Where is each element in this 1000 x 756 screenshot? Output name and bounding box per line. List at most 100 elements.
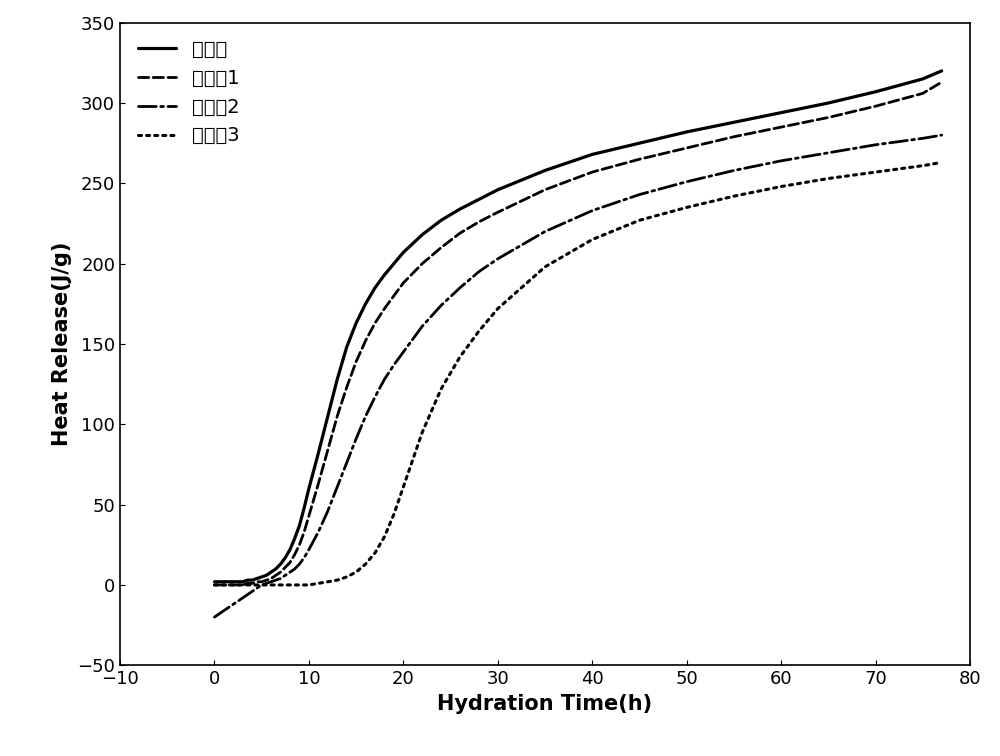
纯水泥 bbox=[270, 564, 282, 574]
对比例2 bbox=[586, 206, 598, 215]
纯水泥 bbox=[265, 568, 277, 577]
实施例1 bbox=[218, 581, 230, 590]
对比例2 bbox=[312, 528, 324, 537]
实施例1 bbox=[208, 581, 220, 590]
对比例2 bbox=[275, 574, 287, 583]
实施例1 bbox=[360, 336, 372, 345]
实施例1 bbox=[473, 218, 485, 227]
对比例3 bbox=[312, 579, 324, 588]
对比例2 bbox=[208, 612, 220, 621]
对比例2 bbox=[397, 348, 409, 357]
对比例2 bbox=[492, 254, 504, 263]
对比例3 bbox=[416, 428, 428, 437]
实施例1 bbox=[388, 291, 400, 300]
实施例1 bbox=[331, 412, 343, 421]
对比例2 bbox=[284, 568, 296, 577]
对比例2 bbox=[303, 545, 315, 554]
对比例2 bbox=[218, 606, 230, 615]
对比例2 bbox=[936, 131, 948, 140]
对比例2 bbox=[388, 361, 400, 370]
纯水泥 bbox=[275, 559, 287, 569]
对比例2 bbox=[260, 579, 272, 588]
纯水泥 bbox=[284, 545, 296, 554]
对比例3 bbox=[633, 215, 645, 225]
对比例3 bbox=[435, 385, 447, 394]
对比例3 bbox=[331, 575, 343, 584]
对比例2 bbox=[256, 581, 268, 590]
实施例1 bbox=[539, 185, 551, 194]
纯水泥 bbox=[388, 259, 400, 268]
对比例3 bbox=[341, 572, 353, 581]
实施例1 bbox=[232, 581, 244, 590]
纯水泥 bbox=[312, 449, 324, 458]
对比例3 bbox=[473, 327, 485, 336]
实施例1 bbox=[242, 579, 254, 588]
对比例2 bbox=[378, 375, 390, 384]
对比例3 bbox=[284, 581, 296, 590]
实施例1 bbox=[350, 357, 362, 366]
实施例1 bbox=[237, 581, 249, 590]
对比例3 bbox=[293, 581, 305, 590]
纯水泥 bbox=[917, 74, 929, 83]
纯水泥 bbox=[242, 575, 254, 584]
实施例1 bbox=[251, 578, 263, 587]
纯水泥 bbox=[208, 578, 220, 587]
纯水泥 bbox=[350, 318, 362, 327]
纯水泥 bbox=[223, 578, 235, 587]
对比例3 bbox=[322, 578, 334, 587]
对比例2 bbox=[360, 412, 372, 421]
对比例3 bbox=[586, 235, 598, 244]
对比例3 bbox=[256, 581, 268, 590]
对比例2 bbox=[293, 559, 305, 569]
实施例1 bbox=[227, 581, 239, 590]
实施例1 bbox=[279, 562, 291, 572]
实施例1 bbox=[586, 168, 598, 177]
纯水泥 bbox=[303, 484, 315, 493]
纯水泥 bbox=[251, 574, 263, 583]
纯水泥 bbox=[256, 572, 268, 581]
实施例1 bbox=[681, 144, 693, 153]
对比例3 bbox=[369, 548, 381, 557]
纯水泥 bbox=[289, 534, 301, 543]
实施例1 bbox=[213, 581, 225, 590]
对比例2 bbox=[242, 590, 254, 599]
对比例2 bbox=[251, 584, 263, 593]
实施例1 bbox=[870, 102, 882, 111]
纯水泥 bbox=[218, 578, 230, 587]
纯水泥 bbox=[822, 98, 834, 107]
实施例1 bbox=[435, 243, 447, 253]
实施例1 bbox=[728, 132, 740, 141]
对比例3 bbox=[275, 581, 287, 590]
X-axis label: Hydration Time(h): Hydration Time(h) bbox=[437, 694, 653, 714]
对比例2 bbox=[289, 564, 301, 574]
实施例1 bbox=[265, 574, 277, 583]
纯水泥 bbox=[322, 412, 334, 421]
对比例3 bbox=[350, 568, 362, 577]
实施例1 bbox=[822, 113, 834, 122]
实施例1 bbox=[775, 122, 787, 132]
纯水泥 bbox=[260, 571, 272, 580]
Legend: 纯水泥, 实施例1, 对比例2, 对比例3: 纯水泥, 实施例1, 对比例2, 对比例3 bbox=[130, 33, 247, 153]
实施例1 bbox=[246, 579, 258, 588]
纯水泥 bbox=[227, 578, 239, 587]
纯水泥 bbox=[397, 248, 409, 257]
对比例3 bbox=[681, 203, 693, 212]
纯水泥 bbox=[539, 166, 551, 175]
Line: 对比例2: 对比例2 bbox=[214, 135, 942, 617]
Line: 对比例3: 对比例3 bbox=[214, 163, 942, 585]
实施例1 bbox=[378, 304, 390, 313]
对比例3 bbox=[378, 532, 390, 541]
实施例1 bbox=[312, 479, 324, 488]
实施例1 bbox=[284, 558, 296, 567]
对比例2 bbox=[341, 458, 353, 467]
对比例2 bbox=[279, 571, 291, 580]
纯水泥 bbox=[416, 231, 428, 240]
对比例2 bbox=[223, 603, 235, 612]
实施例1 bbox=[322, 445, 334, 454]
纯水泥 bbox=[473, 195, 485, 204]
纯水泥 bbox=[492, 185, 504, 194]
对比例2 bbox=[681, 177, 693, 186]
对比例3 bbox=[303, 581, 315, 590]
对比例2 bbox=[331, 482, 343, 491]
对比例3 bbox=[728, 192, 740, 201]
